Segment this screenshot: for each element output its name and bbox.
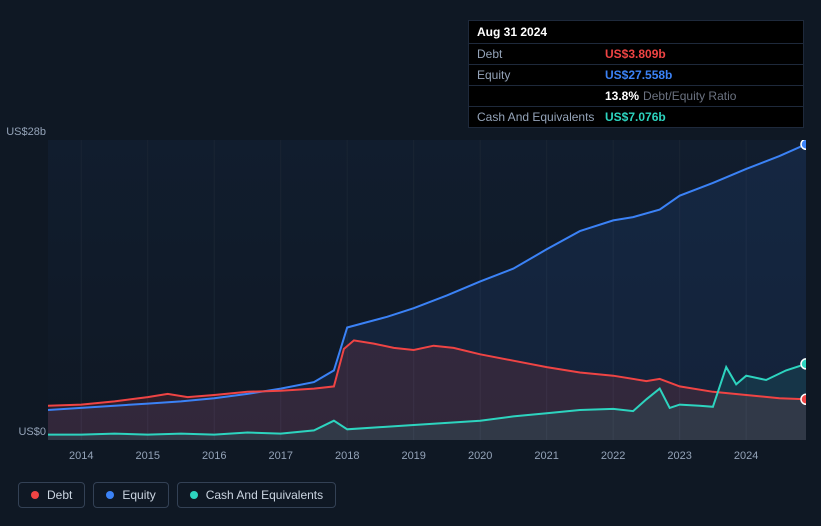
legend-item-cash[interactable]: Cash And Equivalents [177,482,336,508]
x-tick-label: 2021 [534,450,558,462]
x-tick-label: 2015 [135,450,159,462]
tooltip-label-equity: Equity [477,68,605,82]
chart-area: US$28b US$0 [18,130,808,442]
tooltip-label-ratio [477,89,605,103]
tooltip-date: Aug 31 2024 [469,21,803,44]
tooltip-value-equity: US$27.558b [605,68,672,82]
chart-plot[interactable] [48,140,806,440]
tooltip-row-cash: Cash And Equivalents US$7.076b [469,107,803,127]
y-axis-top-label: US$28b [0,126,46,138]
tooltip-value-debt: US$3.809b [605,47,666,61]
x-tick-label: 2017 [268,450,292,462]
legend-label-cash: Cash And Equivalents [206,488,323,502]
legend-item-equity[interactable]: Equity [93,482,168,508]
tooltip-value-cash: US$7.076b [605,110,666,124]
tooltip-row-equity: Equity US$27.558b [469,65,803,86]
tooltip-value-ratio: 13.8%Debt/Equity Ratio [605,89,736,103]
legend: Debt Equity Cash And Equivalents [18,482,336,508]
legend-dot-debt [31,491,39,499]
legend-dot-equity [106,491,114,499]
chart-tooltip: Aug 31 2024 Debt US$3.809b Equity US$27.… [468,20,804,128]
x-tick-label: 2014 [69,450,93,462]
tooltip-row-debt: Debt US$3.809b [469,44,803,65]
legend-label-debt: Debt [47,488,72,502]
tooltip-row-ratio: 13.8%Debt/Equity Ratio [469,86,803,107]
x-tick-label: 2016 [202,450,226,462]
y-axis-bottom-label: US$0 [0,426,46,438]
x-tick-label: 2018 [335,450,359,462]
tooltip-label-debt: Debt [477,47,605,61]
tooltip-label-cash: Cash And Equivalents [477,110,605,124]
x-tick-label: 2022 [601,450,625,462]
x-tick-label: 2019 [401,450,425,462]
legend-label-equity: Equity [122,488,155,502]
x-tick-label: 2023 [667,450,691,462]
legend-item-debt[interactable]: Debt [18,482,85,508]
x-tick-label: 2020 [468,450,492,462]
legend-dot-cash [190,491,198,499]
x-tick-label: 2024 [734,450,758,462]
